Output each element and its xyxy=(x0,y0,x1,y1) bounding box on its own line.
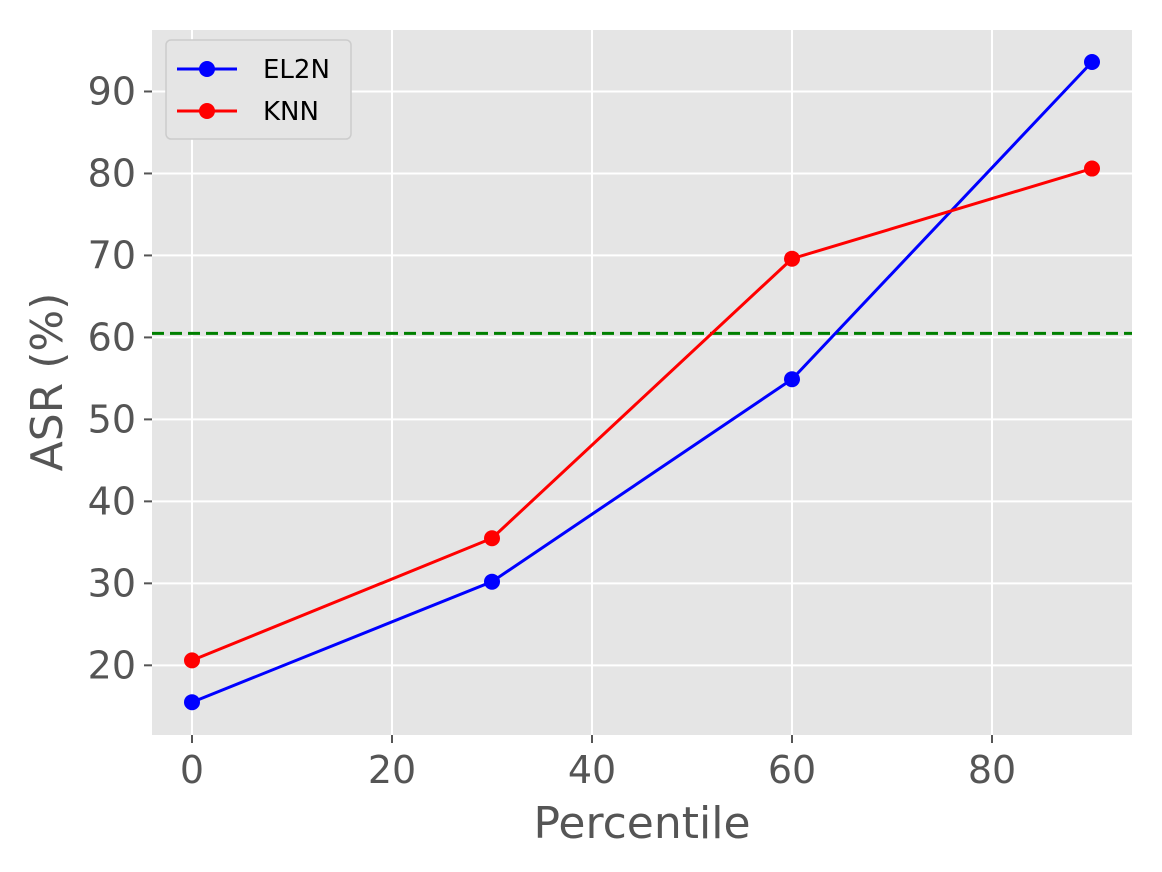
x-tick-label: 40 xyxy=(568,748,616,792)
legend-marker-el2n xyxy=(199,61,215,77)
y-tick-label: 40 xyxy=(88,479,136,523)
y-tick-label: 70 xyxy=(88,233,136,277)
data-point-el2n xyxy=(484,573,500,590)
y-tick-label: 20 xyxy=(88,643,136,687)
x-tick-label: 0 xyxy=(180,748,204,792)
data-point-knn xyxy=(784,250,800,267)
y-tick-label: 30 xyxy=(88,561,136,605)
y-tick-label: 50 xyxy=(88,397,136,441)
x-axis-ticks: 0 20 40 60 80 xyxy=(180,735,1016,792)
series-group xyxy=(184,53,1100,711)
y-tick-label: 60 xyxy=(88,315,136,359)
series-line-el2n xyxy=(191,60,1094,704)
data-point-knn xyxy=(184,652,200,669)
y-tick-label: 90 xyxy=(88,69,136,113)
y-axis-ticks: 20 30 40 50 60 70 80 90 xyxy=(88,69,152,687)
y-axis-label: ASR (%) xyxy=(22,293,73,472)
data-point-el2n xyxy=(784,371,800,388)
legend-label-knn: KNN xyxy=(263,97,319,127)
data-point-knn xyxy=(484,530,500,547)
x-tick-label: 60 xyxy=(768,748,816,792)
plot-area xyxy=(152,30,1132,735)
legend-marker-knn xyxy=(199,103,215,119)
x-axis-label: Percentile xyxy=(533,798,750,849)
data-point-el2n xyxy=(184,694,200,711)
grid-lines xyxy=(152,30,1132,735)
data-point-el2n xyxy=(1084,53,1100,70)
x-tick-label: 80 xyxy=(968,748,1016,792)
legend: EL2N KNN xyxy=(165,39,352,140)
data-point-knn xyxy=(1084,160,1100,177)
legend-label-el2n: EL2N xyxy=(263,55,330,85)
series-line-knn xyxy=(191,167,1093,662)
x-tick-label: 20 xyxy=(368,748,416,792)
y-tick-label: 80 xyxy=(88,151,136,195)
